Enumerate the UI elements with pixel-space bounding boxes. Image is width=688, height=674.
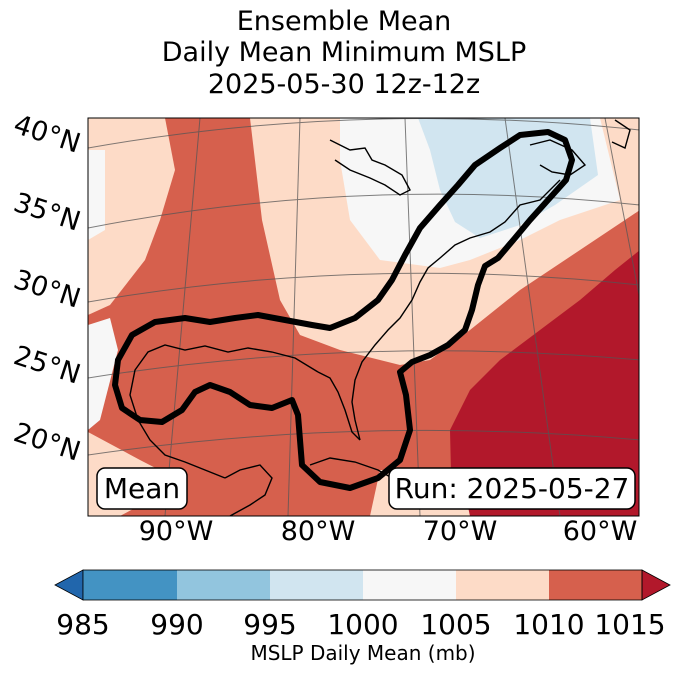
colorbar-extend-high [641, 569, 671, 601]
lat-label-40n: 40°N [10, 109, 84, 160]
threshold-contour [112, 129, 575, 491]
cb-tick-1005: 1005 [420, 608, 491, 641]
cb-tick-1010: 1010 [513, 608, 584, 641]
coastlines [129, 119, 631, 516]
cb-tick-985: 985 [56, 608, 109, 641]
lat-label-20n: 20°N [10, 417, 84, 468]
colorbar-bin-1005-1010 [456, 570, 549, 600]
map-frame [87, 117, 640, 517]
coastline-gulf [129, 344, 319, 479]
lon-label-60w: 60°W [563, 516, 638, 547]
run-label: Run: 2025-05-27 [395, 472, 630, 505]
colorbar: 985 990 995 1000 1005 1010 1015 MSLP Dai… [54, 569, 671, 665]
lon-label-70w: 70°W [423, 516, 498, 547]
colorbar-bin-985-990 [83, 570, 177, 600]
parallel-30n [88, 272, 639, 303]
coastline-florida [317, 371, 361, 441]
cb-tick-1015: 1015 [594, 608, 665, 641]
meridian-50w [604, 118, 639, 298]
cb-tick-995: 995 [243, 608, 296, 641]
lat-label-25n: 25°N [10, 340, 84, 391]
mean-label: Mean [104, 472, 180, 505]
field-region-lt1000-north [418, 118, 598, 238]
field-region-1005-1010-west [88, 118, 175, 315]
colorbar-bin-995-1000 [270, 570, 363, 600]
meridian-80w [287, 118, 301, 516]
mean-label-box: Mean [96, 467, 188, 510]
map-panel: Mean Run: 2025-05-27 [88, 118, 639, 516]
colorbar-frame [82, 569, 643, 601]
coastline-maritimes [529, 139, 587, 176]
title-line-3: 2025-05-30 12z-12z [207, 69, 481, 100]
parallel-35n [88, 193, 639, 229]
field-region-1000-1005-sw [88, 318, 118, 430]
lat-label-35n: 35°N [10, 187, 84, 238]
colorbar-bin-990-995 [177, 570, 270, 600]
lat-label-30n: 30°N [10, 264, 84, 315]
coastline-us-east [351, 179, 561, 441]
colorbar-bin-1010-1015 [549, 570, 642, 600]
field-region-1000-1005-west [88, 150, 105, 240]
mslp-field [88, 118, 639, 516]
parallel-25n [88, 350, 639, 379]
lon-label-80w: 80°W [281, 516, 356, 547]
colorbar-label: MSLP Daily Mean (mb) [250, 641, 475, 665]
lon-label-90w: 90°W [139, 516, 214, 547]
colorbar-bin-1000-1005 [363, 570, 456, 600]
latitude-labels: 40°N 35°N 30°N 25°N 20°N [10, 109, 84, 468]
colorbar-extend-low [54, 569, 84, 601]
meridian-60w [504, 118, 561, 516]
parallel-20n [88, 429, 639, 456]
longitude-labels: 90°W 80°W 70°W 60°W [139, 516, 638, 547]
colorbar-ticks: 985 990 995 1000 1005 1010 1015 [56, 608, 665, 641]
title-line-2: Daily Mean Minimum MSLP [161, 37, 527, 68]
coastline-newfoundland [611, 119, 631, 149]
coastline-great-lakes [329, 139, 411, 196]
cb-tick-990: 990 [150, 608, 203, 641]
run-label-box: Run: 2025-05-27 [388, 467, 636, 510]
field-region-1015-plus-east [450, 250, 639, 516]
title-line-1: Ensemble Mean [236, 6, 452, 37]
cb-tick-1000: 1000 [327, 608, 398, 641]
coastline-mexico-yucatan [224, 464, 273, 516]
parallel-40n [88, 118, 639, 149]
